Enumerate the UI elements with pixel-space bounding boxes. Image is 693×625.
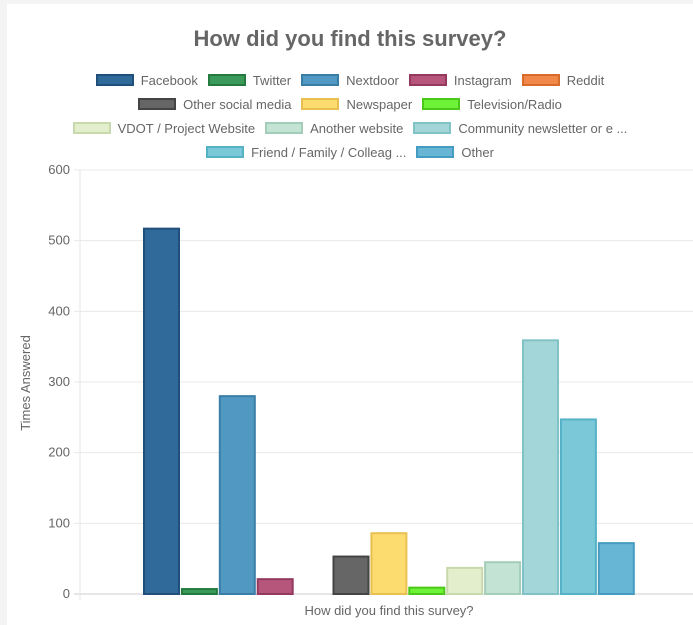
legend-label: Other social media	[183, 96, 292, 112]
y-tick-label: 100	[48, 515, 70, 530]
legend-label: Facebook	[140, 72, 198, 88]
legend-swatch	[416, 146, 455, 158]
legend-item-other[interactable]: Other	[416, 145, 494, 160]
legend-label: VDOT / Project Website	[117, 120, 256, 136]
bar-other-social-media[interactable]	[332, 555, 370, 596]
legend-swatch	[413, 122, 452, 134]
legend-item-community-newsletter[interactable]: Community newsletter or e ...	[413, 121, 627, 136]
legend-label: Instagram	[453, 72, 512, 88]
legend-row-1: Facebook Twitter Nextdoor Instagram Redd…	[0, 70, 693, 90]
legend-swatch	[265, 122, 304, 134]
legend-item-other-social-media[interactable]: Other social media	[138, 97, 291, 112]
legend-swatch	[301, 74, 340, 86]
legend-swatch	[95, 74, 134, 86]
legend-swatch	[72, 122, 111, 134]
legend-item-friend-family-colleague[interactable]: Friend / Family / Colleag ...	[206, 145, 406, 160]
legend-item-twitter[interactable]: Twitter	[207, 72, 292, 88]
legend-swatch	[206, 146, 245, 158]
bar-instagram[interactable]	[256, 578, 294, 595]
legend-swatch	[422, 98, 461, 110]
legend-row-2: Other social media Newspaper Television/…	[0, 94, 693, 114]
legend-item-television-radio[interactable]: Television/Radio	[422, 97, 562, 112]
legend-swatch	[207, 74, 246, 86]
y-tick-label: 400	[48, 303, 70, 318]
legend-row-4: Friend / Family / Colleag ... Other	[0, 142, 693, 162]
bar-television-radio[interactable]	[408, 586, 446, 596]
x-axis-title: How did you find this survey?	[304, 603, 473, 618]
chart-title: How did you find this survey?	[193, 26, 507, 51]
y-tick-label: 300	[48, 374, 70, 389]
bar-facebook[interactable]	[143, 227, 180, 596]
bar-nextdoor[interactable]	[218, 395, 256, 595]
legend-swatch	[408, 74, 447, 86]
legend-label: Community newsletter or e ...	[458, 120, 628, 136]
bar-newspaper[interactable]	[370, 532, 408, 596]
legend-label: Reddit	[566, 72, 605, 88]
bars	[143, 227, 635, 596]
legend-row-3: VDOT / Project Website Another website C…	[0, 118, 693, 138]
legend-label: Twitter	[252, 72, 292, 88]
legend-item-newspaper[interactable]: Newspaper	[301, 97, 412, 112]
legend-item-instagram[interactable]: Instagram	[408, 72, 512, 88]
legend-label: Other	[461, 144, 494, 160]
legend-swatch	[301, 98, 340, 110]
y-tick-label: 200	[48, 445, 70, 460]
legend-item-nextdoor[interactable]: Nextdoor	[301, 73, 399, 88]
legend-label: Nextdoor	[346, 72, 399, 88]
legend-swatch	[521, 74, 560, 86]
y-tick-label: 600	[48, 162, 70, 177]
legend-label: Newspaper	[346, 96, 413, 112]
legend-label: Television/Radio	[467, 96, 562, 112]
bar-friend-family-colleag[interactable]	[559, 418, 597, 595]
y-axis-title: Times Answered	[18, 335, 33, 431]
legend-label: Another website	[310, 120, 404, 136]
y-tick-label: 500	[48, 233, 70, 248]
legend-item-vdot-project-website[interactable]: VDOT / Project Website	[72, 120, 256, 136]
legend-item-facebook[interactable]: Facebook	[95, 72, 198, 88]
y-tick-label: 0	[63, 586, 70, 601]
legend-swatch	[138, 98, 177, 110]
legend-label: Friend / Family / Colleag ...	[251, 144, 407, 160]
bar-community-newsletter-or-e[interactable]	[522, 339, 559, 595]
bar-twitter[interactable]	[180, 588, 218, 596]
bar-another-website[interactable]	[484, 561, 522, 596]
legend-item-reddit[interactable]: Reddit	[521, 72, 605, 88]
bar-vdot-project-website[interactable]	[446, 566, 484, 595]
legend-item-another-website[interactable]: Another website	[265, 121, 403, 136]
bar-other[interactable]	[597, 542, 635, 595]
y-axis: 0 100 200 300 400 500 600	[48, 162, 81, 601]
